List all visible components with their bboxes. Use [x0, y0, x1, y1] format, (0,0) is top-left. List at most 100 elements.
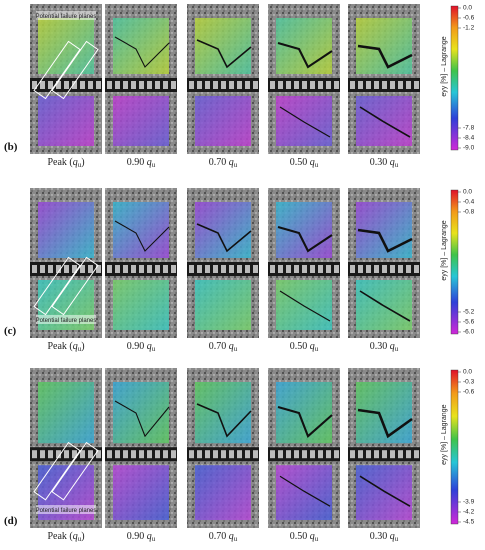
colorbar-tick-label: -8.4 [463, 135, 475, 142]
clamp-tooth [398, 81, 403, 89]
caption: 0.70 qu [209, 341, 238, 353]
clamp-tooth [414, 81, 419, 89]
annotation-bg [36, 505, 96, 514]
clamp-tooth [96, 450, 101, 459]
caption: 0.30 qu [370, 531, 399, 543]
caption-sub: u [395, 345, 399, 353]
caption: 0.50 qu [290, 341, 319, 353]
clamp-tooth [155, 450, 160, 459]
strain-overlay [195, 382, 251, 444]
clamp-tooth [213, 450, 218, 459]
clamp-tooth [245, 265, 250, 273]
clamp-tooth [72, 450, 77, 459]
clamp-tooth [123, 81, 128, 89]
caption-sub: u [234, 345, 238, 353]
caption-var: q [229, 341, 234, 352]
colorbar-tick-label: 0.0 [463, 189, 472, 196]
clamp-tooth [390, 81, 395, 89]
caption-text: 0.30 [370, 157, 390, 168]
caption-text: 0.30 [370, 341, 390, 352]
clamp-tooth [147, 265, 152, 273]
clamp-tooth [406, 81, 411, 89]
panel: Peak (qu) 0.90 qu 0.70 qu 0.50 qu 0.30 quPot… [4, 4, 475, 169]
crack [196, 39, 252, 69]
clamp-tooth [197, 81, 202, 89]
clamp-tooth [56, 81, 61, 89]
failure-plane [51, 441, 99, 501]
colorbar-tick-label: -4.2 [463, 509, 475, 516]
clamp-tooth [56, 265, 61, 273]
clamp-tooth [366, 81, 371, 89]
colorbar-tick-label: -0.4 [463, 199, 475, 206]
strain-overlay [38, 382, 94, 444]
panel-label: (d) [4, 515, 18, 527]
colorbar [450, 369, 459, 525]
clamp-tooth [382, 450, 387, 459]
colorbar-tick-label: -4.5 [463, 519, 475, 526]
failure-plane [33, 441, 81, 501]
caption-text: 0.50 [290, 531, 310, 542]
caption: 0.70 qu [209, 157, 238, 169]
clamp-tooth [40, 81, 45, 89]
clamp-tooth [390, 265, 395, 273]
caption-sub: u [395, 161, 399, 169]
colorbar [450, 189, 459, 335]
crack [359, 475, 411, 507]
strain-overlay [356, 96, 412, 146]
clamp-tooth [350, 450, 355, 459]
crack [277, 41, 333, 69]
strain-overlay [195, 96, 251, 146]
colorbar-tick-label: -1.2 [463, 25, 475, 32]
crack [114, 220, 170, 252]
colorbar [450, 5, 459, 151]
caption-text: 0.30 [370, 531, 390, 542]
clamp-tooth [40, 265, 45, 273]
clamp-tooth [374, 450, 379, 459]
colorbar-title: eyy [%] – Lagrange [441, 404, 448, 464]
caption: 0.90 qu [127, 157, 156, 169]
colorbar-title: eyy [%] – Lagrange [441, 36, 448, 96]
clamp-tooth [237, 81, 242, 89]
clamp-tooth [205, 81, 210, 89]
clamp-tooth [72, 81, 77, 89]
caption: Peak (qu) [47, 341, 84, 353]
clamp-tooth [163, 81, 168, 89]
clamp-tooth [96, 81, 101, 89]
clamp-tooth [310, 265, 315, 273]
colorbar-tick-label: -0.6 [463, 389, 475, 396]
clamp-tooth [131, 81, 136, 89]
colorbar-tick-label: -9.0 [463, 145, 475, 152]
caption: 0.90 qu [127, 531, 156, 543]
strain-overlay [113, 280, 169, 330]
colorbar-tick-label: -7.8 [463, 125, 475, 132]
clamp-tooth [253, 265, 258, 273]
failure-plane [51, 40, 99, 100]
clamp-tooth [318, 450, 323, 459]
crack [114, 400, 170, 438]
clamp-tooth [197, 265, 202, 273]
caption-close: ) [81, 157, 84, 168]
caption-sub: u [315, 345, 319, 353]
caption-sub: u [78, 161, 82, 169]
clamp-tooth [131, 265, 136, 273]
annotation-bg [36, 315, 96, 324]
colorbar-tick-label: 0.0 [463, 369, 472, 376]
clamp-tooth [80, 450, 85, 459]
clamp-tooth [229, 81, 234, 89]
clamp-tooth [131, 450, 136, 459]
clamp-tooth [155, 81, 160, 89]
clamp-tooth [139, 265, 144, 273]
crack [277, 405, 333, 438]
clamp-tooth [189, 450, 194, 459]
caption: Peak (qu) [47, 531, 84, 543]
clamp-tooth [221, 265, 226, 273]
crack [277, 225, 333, 253]
annotation: Potential failure planes [36, 14, 97, 20]
strain-overlay [276, 18, 332, 74]
clamp-tooth [374, 81, 379, 89]
clamp-tooth [326, 450, 331, 459]
clamp-tooth [245, 450, 250, 459]
colorbar-title: eyy [%] – Lagrange [441, 220, 448, 280]
strain-overlay [276, 202, 332, 258]
